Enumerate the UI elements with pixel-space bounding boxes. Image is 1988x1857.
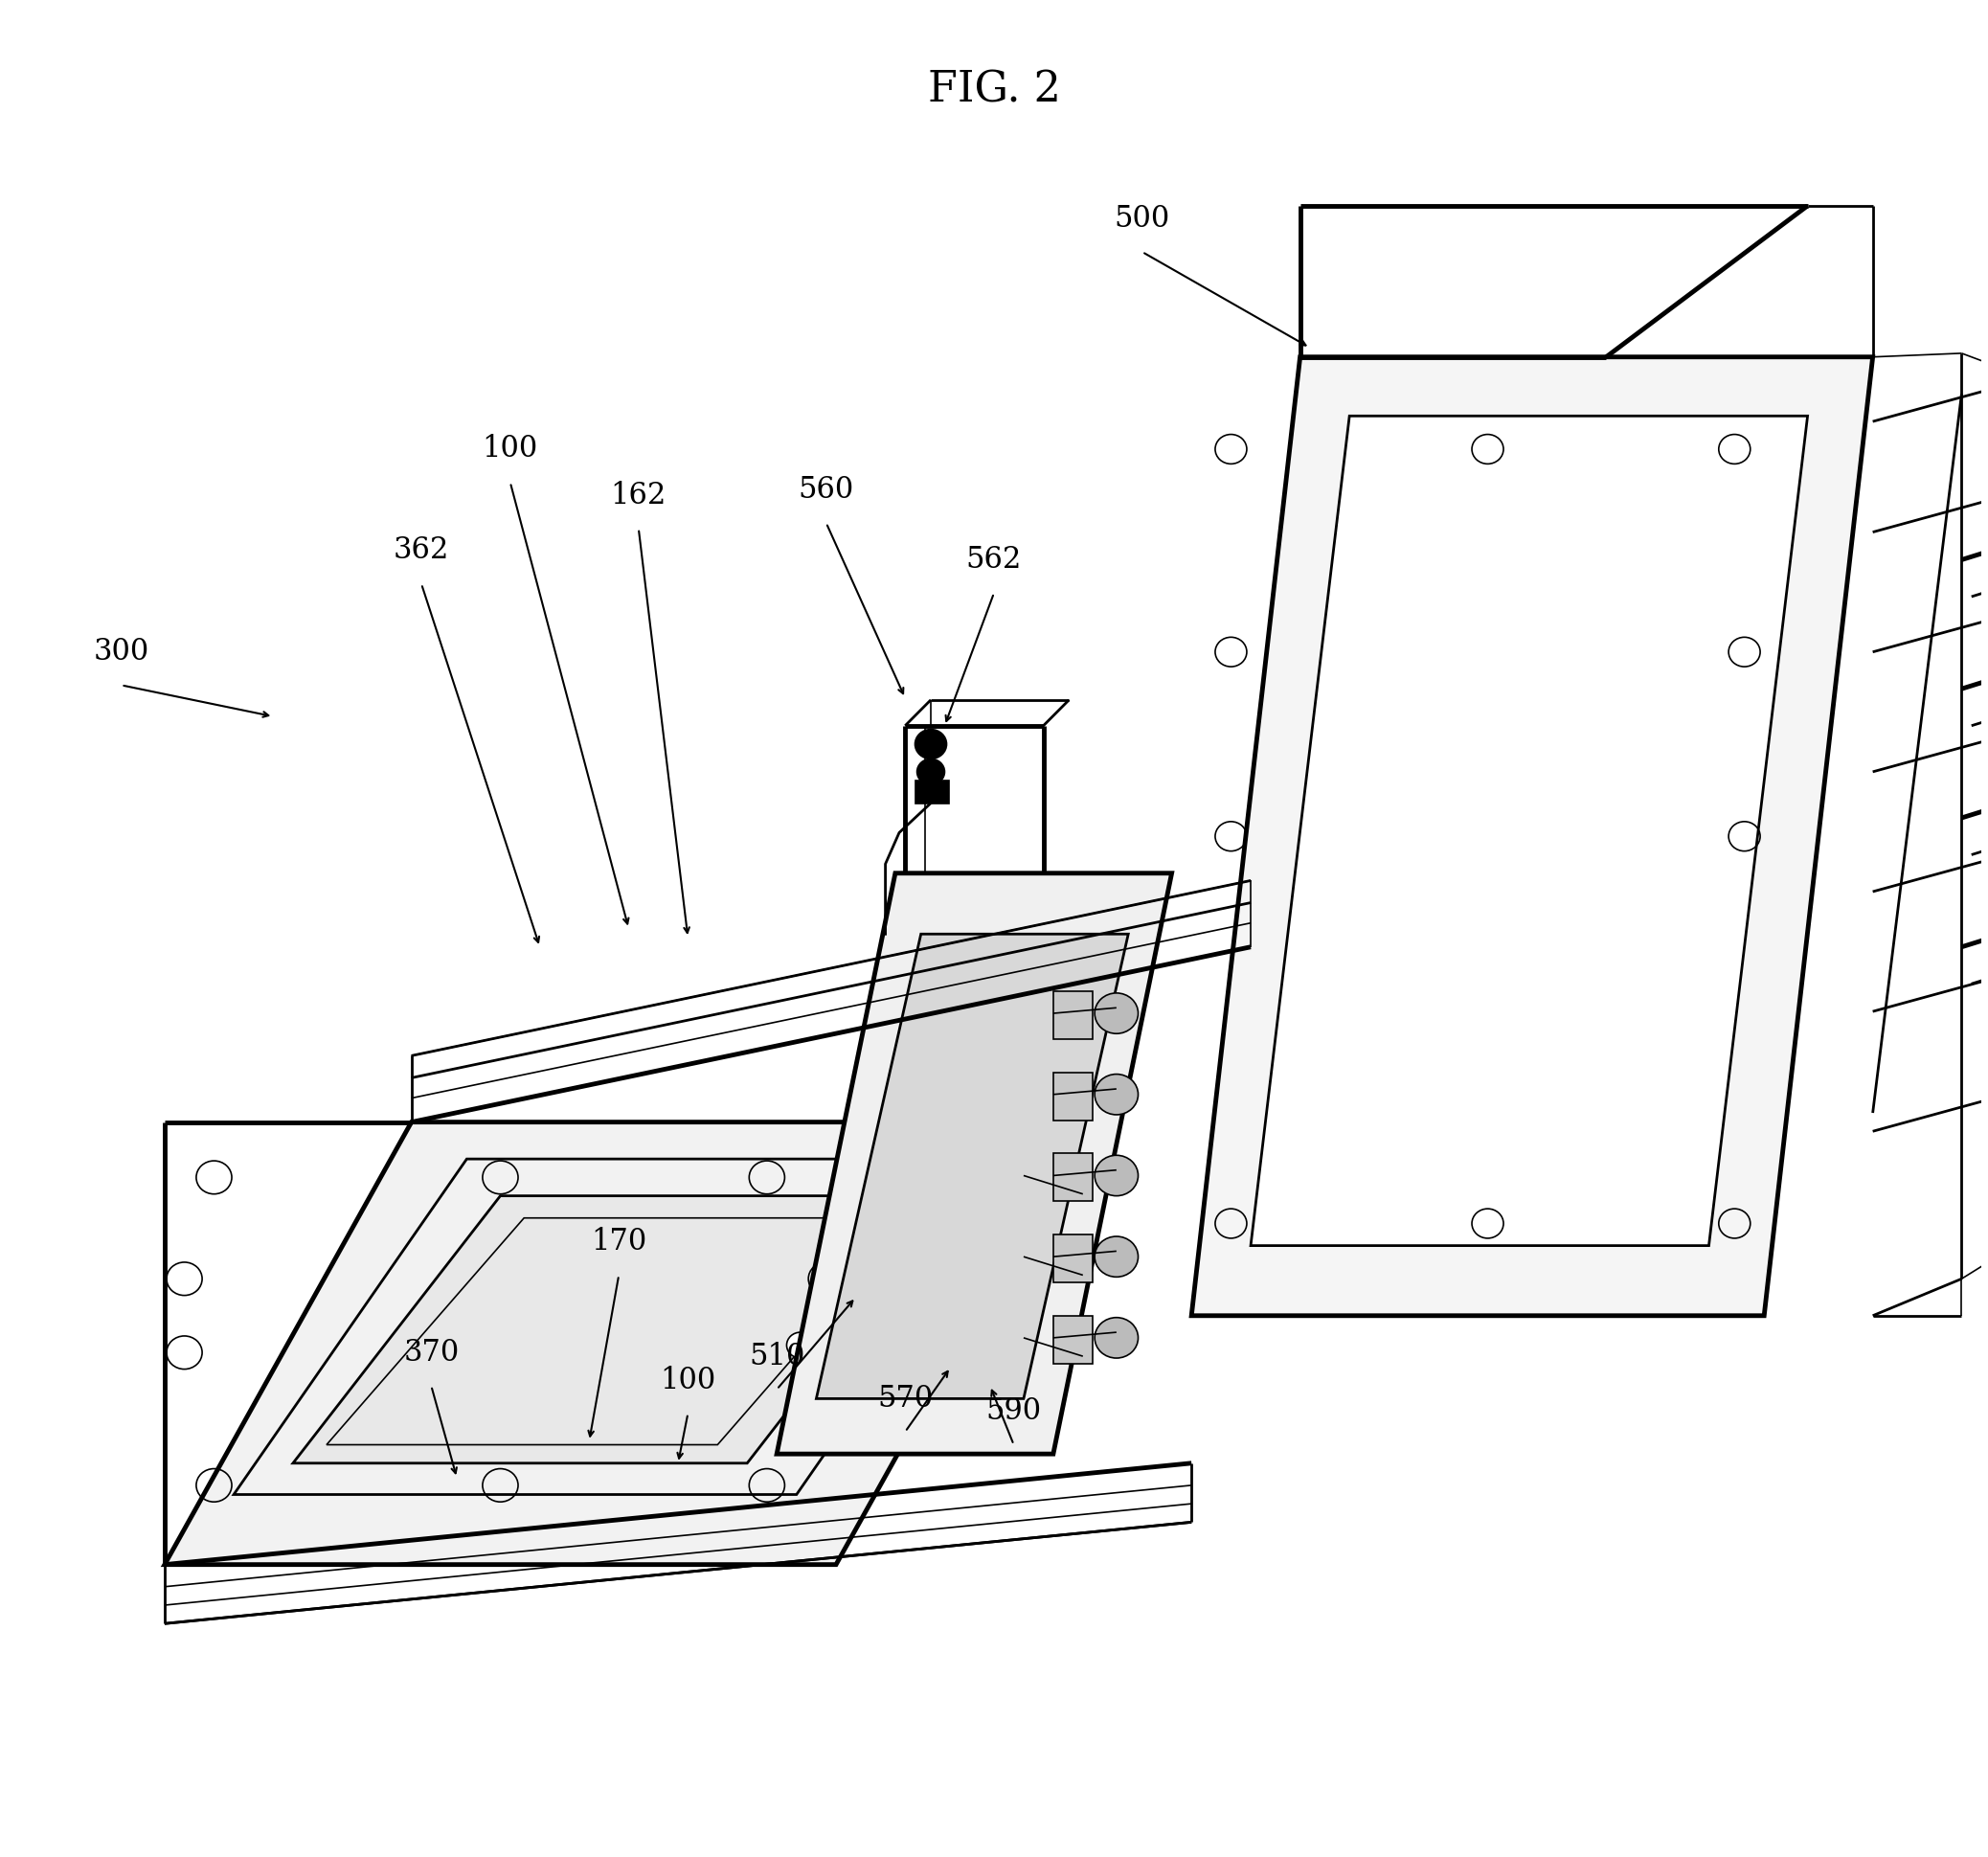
Circle shape [1095, 1073, 1139, 1114]
Bar [1054, 992, 1093, 1040]
Bar [1054, 1071, 1093, 1120]
Circle shape [787, 1402, 815, 1428]
Text: 370: 370 [404, 1337, 459, 1367]
Polygon shape [817, 934, 1129, 1398]
Bar [813, 1298, 839, 1318]
Polygon shape [777, 873, 1171, 1454]
Text: 170: 170 [590, 1227, 646, 1257]
Text: 560: 560 [799, 475, 855, 505]
Text: 362: 362 [394, 535, 449, 565]
Polygon shape [1191, 357, 1873, 1315]
Polygon shape [1250, 416, 1807, 1246]
Bar [813, 1333, 839, 1356]
Text: 590: 590 [986, 1396, 1042, 1426]
Bar [1054, 1235, 1093, 1283]
Polygon shape [292, 1196, 954, 1463]
Bar [1054, 1153, 1093, 1201]
Bar [813, 1404, 839, 1426]
Circle shape [787, 1331, 815, 1357]
Circle shape [1095, 1237, 1139, 1278]
Text: 100: 100 [660, 1365, 716, 1395]
Circle shape [1095, 1155, 1139, 1196]
Text: 300: 300 [93, 637, 149, 667]
Bar [813, 1370, 839, 1393]
Text: 500: 500 [1113, 204, 1171, 234]
Circle shape [914, 730, 946, 760]
Text: 162: 162 [610, 481, 666, 511]
Text: 570: 570 [877, 1383, 932, 1413]
Bar [1054, 1315, 1093, 1363]
Circle shape [916, 760, 944, 786]
Circle shape [1095, 993, 1139, 1034]
Text: FIG. 2: FIG. 2 [928, 69, 1060, 110]
Polygon shape [165, 1122, 1083, 1565]
Bar [914, 782, 948, 802]
Text: 562: 562 [966, 544, 1022, 574]
Text: 510: 510 [749, 1341, 805, 1370]
Text: 100: 100 [483, 435, 539, 464]
Circle shape [1095, 1317, 1139, 1357]
